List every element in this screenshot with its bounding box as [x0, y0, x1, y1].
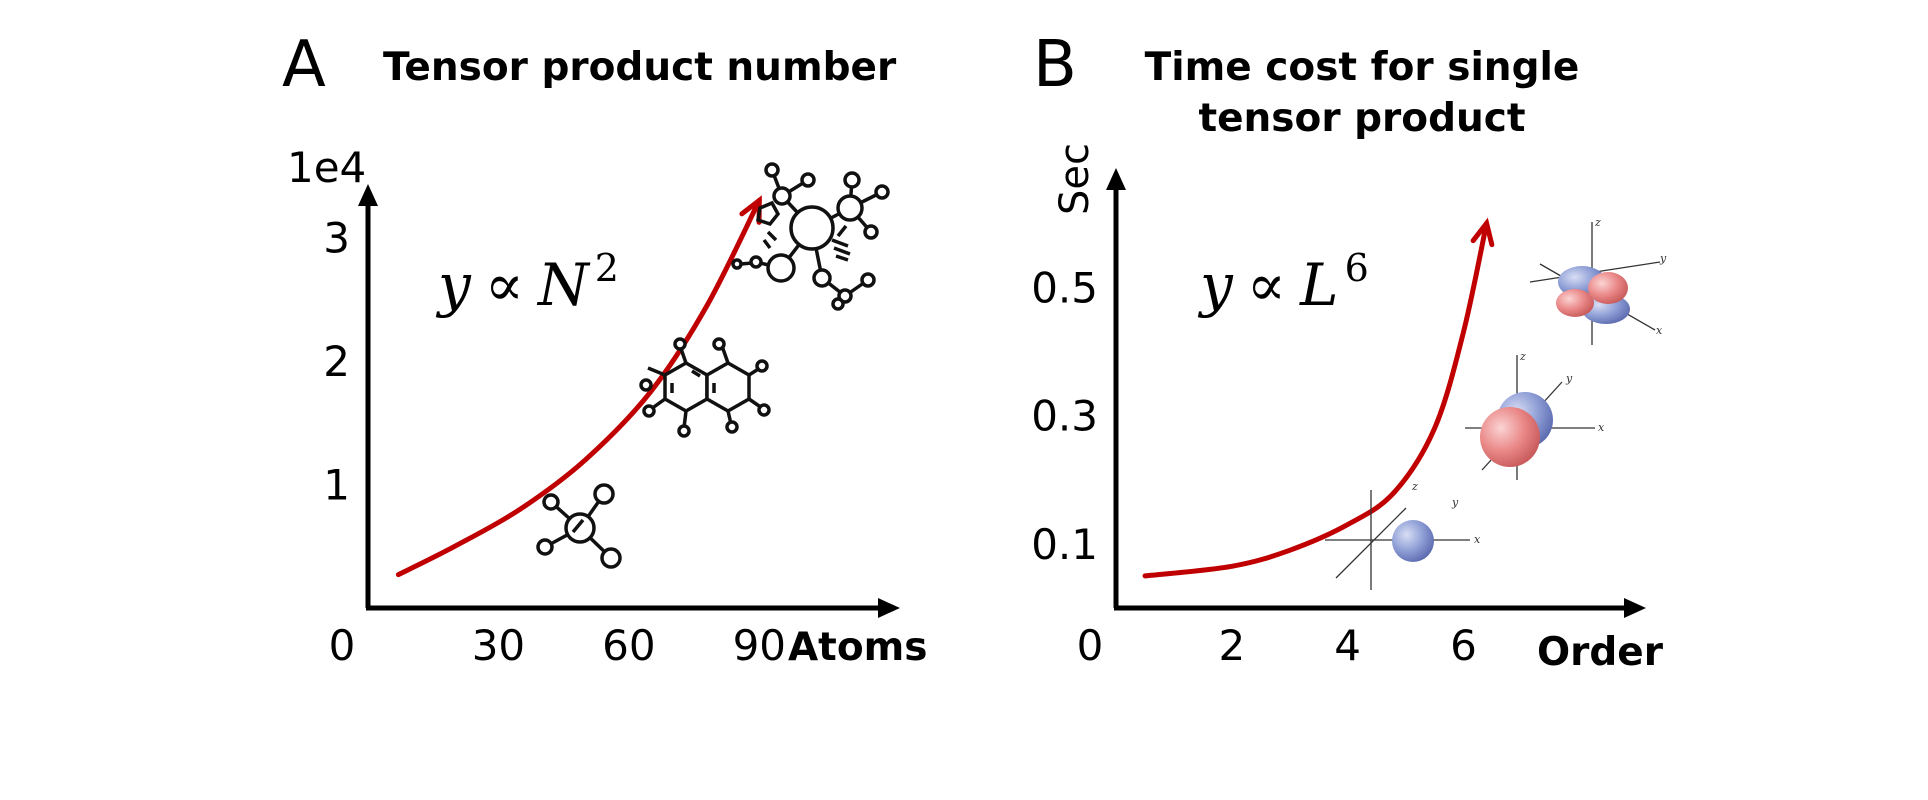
- panel-b-formula-lhs: y: [1197, 251, 1234, 319]
- panel-a-y-tick-label: 1: [323, 460, 350, 509]
- panel-b-x-tick-label: 6: [1450, 621, 1477, 670]
- panel-a-x-tick-label: 60: [602, 621, 655, 670]
- d-orbital-y-label: y: [1659, 252, 1667, 265]
- p-orbital-icon: x y z: [1465, 350, 1605, 480]
- s-orbital-y-label: y: [1451, 496, 1459, 509]
- panel-a-series-line: [395, 197, 762, 578]
- panel-b-x-tick-label: 0: [1077, 621, 1104, 670]
- panel-b-title-line1: Time cost for single: [1145, 45, 1580, 90]
- panel-a-label: A: [282, 28, 326, 102]
- d-orbital-x-label: x: [1656, 324, 1663, 337]
- panel-b-x-axis-arrow: [1624, 598, 1646, 618]
- panel-b-formula: y ∝ L 6: [1197, 246, 1369, 319]
- panel-b-label: B: [1033, 28, 1077, 102]
- panel-a-y-scale-label: 1e4: [287, 143, 366, 192]
- d-orbital-icon: x y z: [1529, 216, 1667, 345]
- panel-b-series-arrowhead: [1470, 217, 1495, 248]
- panel-a-y-ticks: 1 2 3: [323, 213, 350, 509]
- panel-a-formula-lhs: y: [435, 251, 472, 319]
- panel-b-y-axis-arrow: [1106, 168, 1126, 190]
- panel-b-y-ticks: 0.1 0.3 0.5: [1031, 263, 1098, 568]
- panel-a-x-axis-arrow: [878, 598, 900, 618]
- panel-b-formula-rel: ∝: [1247, 251, 1286, 319]
- panel-b-y-tick-label: 0.5: [1031, 263, 1098, 312]
- large-molecule-icon: [731, 162, 890, 311]
- panel-a-x-tick-label: 0: [329, 621, 356, 670]
- panel-b: B Time cost for single tensor product Se…: [1031, 28, 1667, 675]
- panel-b-formula-exp: 6: [1345, 246, 1369, 290]
- panel-a-title: Tensor product number: [383, 45, 897, 90]
- panel-b-x-label: Order: [1537, 630, 1664, 675]
- panel-b-x-tick-label: 4: [1334, 621, 1361, 670]
- panel-b-x-ticks: 0 2 4 6: [1077, 621, 1477, 670]
- panel-a-x-label: Atoms: [788, 625, 927, 670]
- panel-a-x-tick-label: 90: [733, 621, 786, 670]
- small-molecule-icon: [536, 483, 622, 569]
- panel-b-title-line2: tensor product: [1198, 96, 1525, 141]
- p-orbital-z-label: z: [1519, 350, 1526, 363]
- p-orbital-y-label: y: [1565, 372, 1573, 385]
- panel-a-y-axis-arrow: [358, 184, 378, 206]
- panel-b-series: [1142, 217, 1495, 579]
- panel-a-formula-rel: ∝: [485, 251, 524, 319]
- panel-b-x-tick-label: 2: [1218, 621, 1245, 670]
- panel-b-y-label: Sec: [1052, 143, 1098, 215]
- panel-a-formula-base: N: [536, 251, 591, 319]
- panel-b-y-tick-label: 0.1: [1031, 520, 1098, 569]
- panel-b-y-tick-label: 0.3: [1031, 392, 1098, 441]
- p-orbital-x-label: x: [1598, 421, 1605, 434]
- s-orbital-icon: x y z: [1325, 480, 1481, 590]
- s-orbital-z-label: z: [1411, 480, 1418, 493]
- d-orbital-z-label: z: [1594, 216, 1601, 229]
- naphthalene-molecule-icon: [639, 337, 771, 438]
- panel-a-y-tick-label: 2: [323, 337, 350, 386]
- panel-a-x-ticks: 0 30 60 90: [329, 621, 786, 670]
- panel-a-formula: y ∝ N 2: [435, 246, 619, 319]
- panel-b-formula-base: L: [1299, 251, 1339, 319]
- panel-a-x-tick-label: 30: [472, 621, 525, 670]
- panel-a-y-tick-label: 3: [323, 213, 350, 262]
- s-orbital-x-label: x: [1474, 533, 1481, 546]
- panel-b-series-line: [1142, 220, 1490, 579]
- panel-a: A Tensor product number 1e4 0 30 60 90 123 …: [282, 28, 927, 670]
- panel-a-formula-exp: 2: [595, 246, 619, 290]
